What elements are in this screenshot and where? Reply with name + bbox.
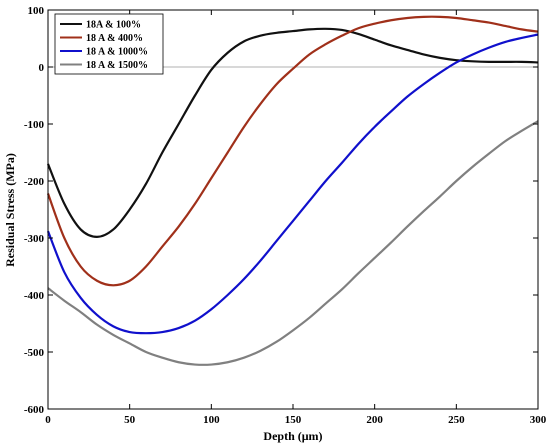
y-tick-label: -200 <box>24 176 45 188</box>
x-tick-label: 200 <box>366 414 383 426</box>
legend-label-1: 18A & 100% <box>86 20 141 31</box>
series-line-1 <box>46 27 539 238</box>
y-tick-label: -300 <box>24 233 45 245</box>
y-tick-label: -600 <box>24 404 45 416</box>
legend-label-4: 18 A & 1500% <box>86 60 148 71</box>
legend-label-3: 18 A & 1000% <box>86 47 148 58</box>
x-tick-label: 0 <box>45 414 51 426</box>
legend-label-2: 18 A & 400% <box>86 33 143 44</box>
x-tick-label: 300 <box>530 414 547 426</box>
y-tick-label: -400 <box>24 290 45 302</box>
x-tick-label: 50 <box>124 414 136 426</box>
y-tick-label: 100 <box>28 5 45 17</box>
y-tick-label: -100 <box>24 119 45 131</box>
y-axis-label: Residual Stress (MPa) <box>3 153 17 267</box>
y-tick-label: 0 <box>39 62 45 74</box>
x-tick-label: 150 <box>285 414 302 426</box>
x-tick-label: 100 <box>203 414 220 426</box>
plot-layer: 0 50 100 150 200 250 300 100 0 -100 -200 -300 -400 -5… <box>24 5 547 426</box>
x-tick-label: 250 <box>448 414 465 426</box>
x-axis-label: Depth (μm) <box>263 429 322 443</box>
series-line-4 <box>47 120 539 366</box>
y-tick-label: -500 <box>24 347 45 359</box>
series-line-3 <box>46 33 539 335</box>
series-line-2 <box>46 15 539 287</box>
